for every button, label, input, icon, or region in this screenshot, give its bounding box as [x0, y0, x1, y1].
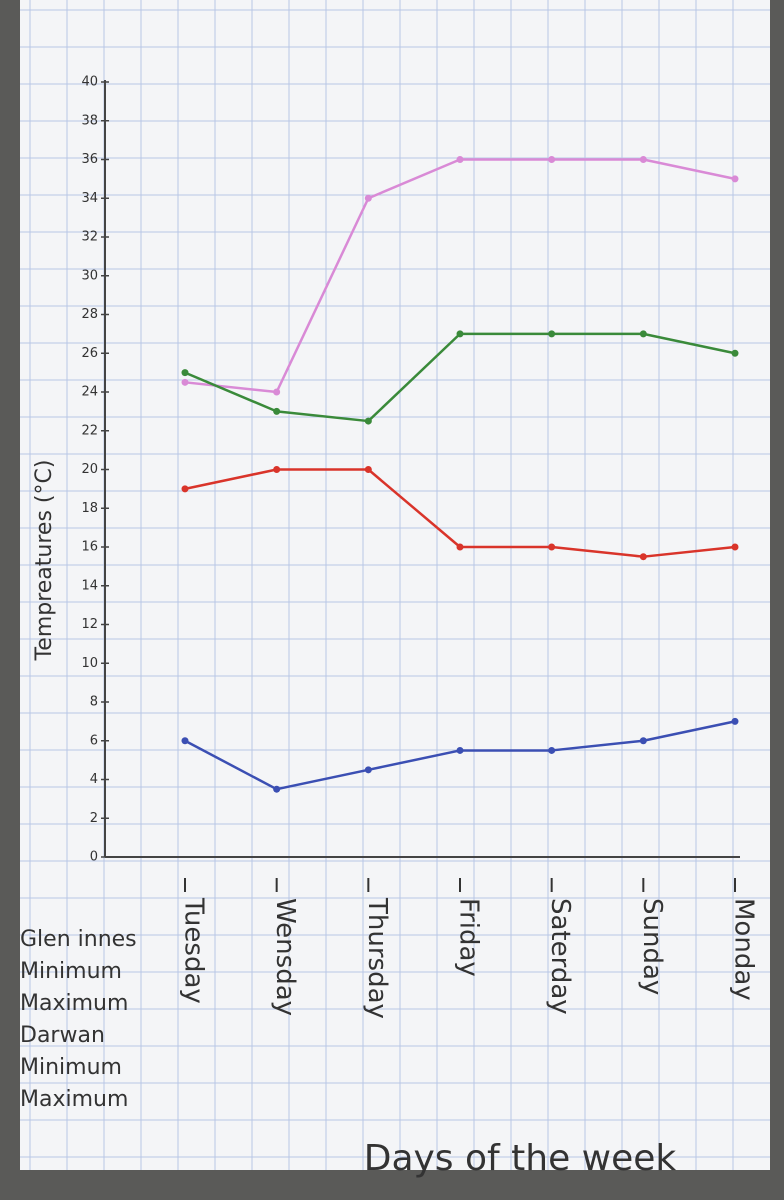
y-tick-label: 10: [81, 656, 98, 671]
point: [364, 466, 372, 473]
point: [639, 553, 647, 561]
y-tick-label: 16: [81, 540, 98, 555]
y-tick-label: 40: [81, 75, 98, 90]
point: [364, 417, 372, 425]
point: [548, 156, 556, 163]
x-tick-label: Friday: [454, 898, 484, 977]
y-tick-label: 34: [81, 191, 98, 206]
x-tick-label: Tuesday: [179, 897, 209, 1004]
point: [456, 543, 464, 551]
x-tick-label: Sunday: [637, 898, 667, 995]
y-tick-label: 6: [90, 733, 98, 748]
point: [548, 543, 556, 551]
y-tick-label: 4: [90, 772, 98, 787]
point: [364, 194, 372, 202]
point: [456, 746, 464, 754]
x-tick-label: Wensday: [270, 898, 300, 1016]
paper-grid: [20, 0, 770, 1170]
legend-group: Darwan: [20, 1023, 105, 1048]
y-tick-label: 36: [81, 152, 98, 167]
y-tick-label: 0: [90, 850, 98, 865]
point: [364, 766, 372, 774]
point: [731, 349, 739, 357]
point: [639, 156, 647, 163]
y-tick-label: 12: [81, 617, 98, 632]
point: [456, 156, 464, 163]
point: [181, 737, 189, 745]
y-tick-label: 30: [81, 268, 98, 283]
point: [273, 785, 281, 793]
point: [548, 330, 556, 338]
point: [731, 717, 739, 725]
x-axis-label: Days of the week: [364, 1138, 677, 1179]
legend-entry: Minimum: [20, 1055, 122, 1080]
point: [181, 369, 189, 377]
point: [273, 407, 281, 415]
y-tick-label: 8: [90, 695, 98, 710]
point: [639, 737, 647, 745]
x-tick-label: Monday: [729, 898, 759, 1001]
y-tick-label: 28: [81, 307, 98, 322]
y-tick-label: 26: [81, 346, 98, 361]
y-axis-label: Tempreatures (°C): [32, 460, 57, 662]
point: [731, 543, 739, 551]
legend-group: Glen innes: [20, 927, 137, 952]
point: [639, 330, 647, 338]
point: [181, 378, 189, 386]
y-tick-label: 24: [81, 385, 98, 400]
y-tick-label: 14: [81, 578, 98, 593]
point: [181, 485, 189, 493]
y-tick-label: 32: [81, 230, 98, 245]
y-tick-label: 2: [90, 811, 98, 826]
legend-entry: Maximum: [20, 991, 128, 1016]
y-tick-label: 22: [81, 423, 98, 438]
y-tick-label: 38: [81, 113, 98, 128]
point: [548, 746, 556, 754]
legend-entry: Maximum: [20, 1087, 128, 1112]
point: [731, 175, 739, 183]
x-tick-label: Saterday: [545, 898, 575, 1015]
point: [456, 330, 464, 338]
y-tick-label: 18: [81, 501, 98, 516]
point: [273, 388, 281, 396]
x-tick-label: Thursday: [362, 897, 392, 1019]
legend-entry: Minimum: [20, 959, 122, 984]
y-tick-label: 20: [81, 462, 98, 477]
point: [273, 466, 281, 473]
